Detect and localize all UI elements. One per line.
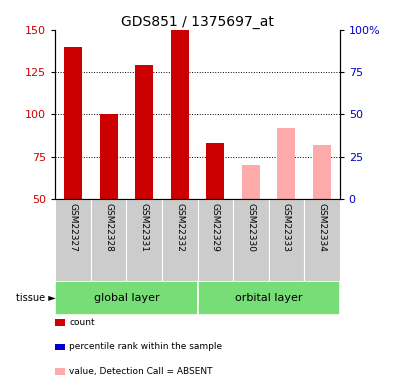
Bar [55,281,198,315]
Bar [277,128,295,199]
Text: global layer: global layer [94,293,159,303]
Text: GSM22333: GSM22333 [282,203,291,252]
Text: GSM22328: GSM22328 [104,203,113,252]
Bar [91,199,126,281]
Text: GSM22332: GSM22332 [175,203,184,252]
Text: GSM22330: GSM22330 [246,203,255,252]
Bar [100,114,118,199]
Bar [171,30,189,199]
Text: orbital layer: orbital layer [235,293,302,303]
Text: tissue ►: tissue ► [15,293,55,303]
Bar [55,199,91,281]
Bar [162,199,198,281]
Text: value, Detection Call = ABSENT: value, Detection Call = ABSENT [69,367,213,375]
Text: GSM22329: GSM22329 [211,203,220,252]
Text: percentile rank within the sample: percentile rank within the sample [69,342,222,351]
Bar [304,199,340,281]
Text: GSM22327: GSM22327 [69,203,77,252]
Title: GDS851 / 1375697_at: GDS851 / 1375697_at [121,15,274,29]
Bar [135,65,153,199]
Bar [64,47,82,199]
Bar [233,199,269,281]
Bar [198,281,340,315]
Text: GSM22334: GSM22334 [318,203,326,252]
Text: GSM22331: GSM22331 [140,203,149,252]
Text: count: count [69,318,95,327]
Bar [269,199,304,281]
Bar [206,143,224,199]
Bar [313,145,331,199]
Bar [198,199,233,281]
Bar [126,199,162,281]
Bar [242,165,260,199]
